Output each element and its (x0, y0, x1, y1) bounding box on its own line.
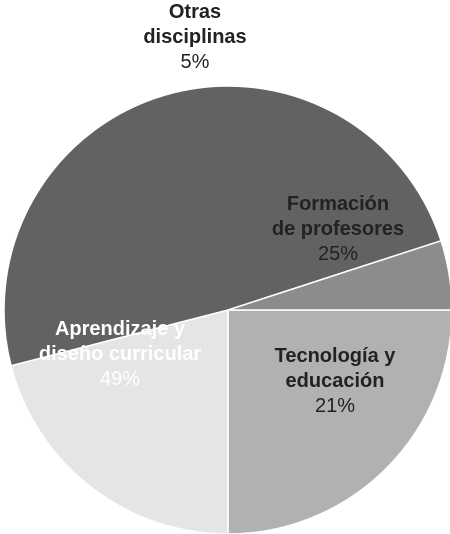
label-formacion-line2: de profesores (271, 218, 405, 240)
label-otras-line1: Otras (168, 1, 222, 23)
label-formacion-line1: Formación (286, 193, 390, 215)
label-aprendizaje-value: 49% (99, 368, 141, 390)
label-tecnologia-line2: educación (285, 370, 385, 392)
label-formacion: Formación de profesores 25% (248, 192, 428, 267)
slice-aprendizaje (3, 85, 442, 367)
slice-formacion (227, 309, 450, 534)
label-aprendizaje-line1: Aprendizaje y (54, 318, 186, 340)
label-aprendizaje: Aprendizaje y diseño curricular 49% (20, 317, 220, 392)
label-formacion-value: 25% (317, 243, 359, 265)
label-otras-value: 5% (180, 51, 210, 73)
label-otras-line2: disciplinas (143, 26, 247, 48)
label-otras: Otras disciplinas 5% (120, 0, 270, 75)
label-aprendizaje-line2: diseño curricular (38, 343, 202, 365)
label-tecnologia-line1: Tecnología y (274, 345, 396, 367)
label-tecnologia-value: 21% (314, 395, 356, 417)
slice-otras (227, 239, 450, 311)
slice-tecnologia (10, 309, 229, 534)
label-tecnologia: Tecnología y educación 21% (250, 344, 420, 419)
